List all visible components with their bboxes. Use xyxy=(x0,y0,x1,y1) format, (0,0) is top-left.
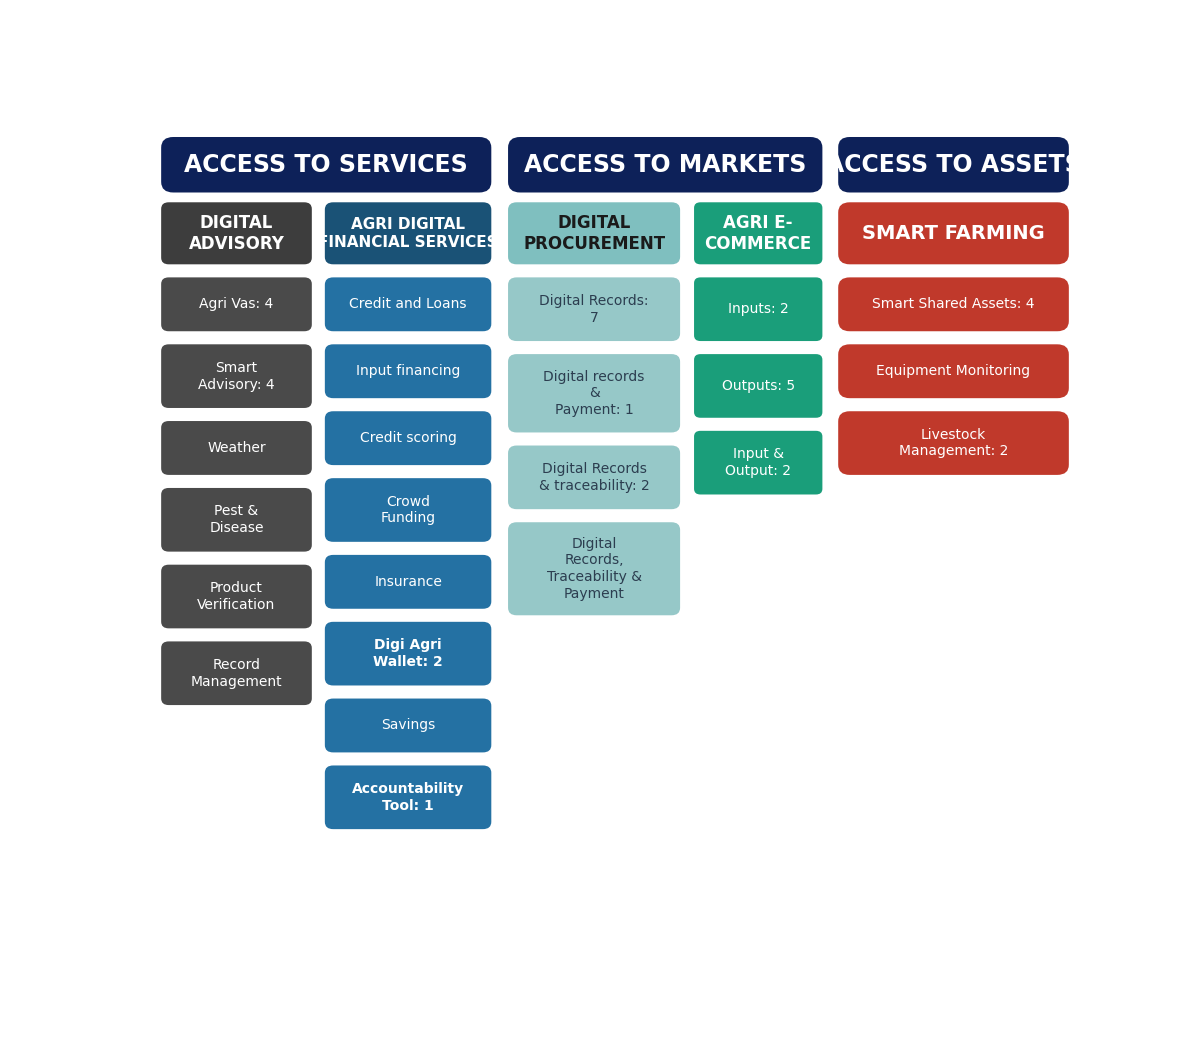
Text: Pest &
Disease: Pest & Disease xyxy=(209,505,264,535)
Text: ACCESS TO MARKETS: ACCESS TO MARKETS xyxy=(524,153,806,177)
Text: SMART FARMING: SMART FARMING xyxy=(862,224,1045,243)
Text: Inputs: 2: Inputs: 2 xyxy=(728,302,788,316)
FancyBboxPatch shape xyxy=(839,344,1069,399)
FancyBboxPatch shape xyxy=(839,202,1069,264)
Text: Accountability
Tool: 1: Accountability Tool: 1 xyxy=(352,782,464,813)
FancyBboxPatch shape xyxy=(325,478,491,542)
FancyBboxPatch shape xyxy=(508,278,680,341)
Text: ACCESS TO SERVICES: ACCESS TO SERVICES xyxy=(185,153,468,177)
FancyBboxPatch shape xyxy=(694,354,822,418)
FancyBboxPatch shape xyxy=(694,202,822,264)
FancyBboxPatch shape xyxy=(694,430,822,494)
FancyBboxPatch shape xyxy=(325,699,491,753)
FancyBboxPatch shape xyxy=(508,354,680,432)
FancyBboxPatch shape xyxy=(161,641,312,705)
FancyBboxPatch shape xyxy=(694,278,822,341)
Text: Livestock
Management: 2: Livestock Management: 2 xyxy=(899,427,1008,458)
FancyBboxPatch shape xyxy=(325,278,491,331)
FancyBboxPatch shape xyxy=(161,488,312,551)
FancyBboxPatch shape xyxy=(161,202,312,264)
Text: Digital records
&
Payment: 1: Digital records & Payment: 1 xyxy=(544,370,644,417)
Text: Digital
Records,
Traceability &
Payment: Digital Records, Traceability & Payment xyxy=(546,536,642,601)
Text: Record
Management: Record Management xyxy=(191,658,282,689)
Text: Outputs: 5: Outputs: 5 xyxy=(721,378,794,393)
FancyBboxPatch shape xyxy=(325,411,491,465)
FancyBboxPatch shape xyxy=(508,202,680,264)
Text: DIGITAL
ADVISORY: DIGITAL ADVISORY xyxy=(188,213,284,253)
Text: Digital Records
& traceability: 2: Digital Records & traceability: 2 xyxy=(539,462,649,493)
Text: Input &
Output: 2: Input & Output: 2 xyxy=(725,447,791,478)
FancyBboxPatch shape xyxy=(839,278,1069,331)
Text: Equipment Monitoring: Equipment Monitoring xyxy=(876,365,1031,378)
FancyBboxPatch shape xyxy=(161,421,312,475)
Text: Agri Vas: 4: Agri Vas: 4 xyxy=(199,297,274,312)
Text: Crowd
Funding: Crowd Funding xyxy=(380,495,436,526)
Text: Smart
Advisory: 4: Smart Advisory: 4 xyxy=(198,360,275,391)
Text: Input financing: Input financing xyxy=(356,365,461,378)
FancyBboxPatch shape xyxy=(508,523,680,615)
Text: DIGITAL
PROCUREMENT: DIGITAL PROCUREMENT xyxy=(523,213,665,253)
FancyBboxPatch shape xyxy=(325,622,491,686)
FancyBboxPatch shape xyxy=(325,554,491,608)
FancyBboxPatch shape xyxy=(839,411,1069,475)
Text: Weather: Weather xyxy=(208,441,266,455)
Text: AGRI DIGITAL
FINANCIAL SERVICES: AGRI DIGITAL FINANCIAL SERVICES xyxy=(318,217,498,250)
Text: ACCESS TO ASSETS: ACCESS TO ASSETS xyxy=(826,153,1081,177)
Text: Savings: Savings xyxy=(380,719,436,732)
Text: Credit and Loans: Credit and Loans xyxy=(349,297,467,312)
Text: AGRI E-
COMMERCE: AGRI E- COMMERCE xyxy=(704,213,812,253)
FancyBboxPatch shape xyxy=(325,202,491,264)
Text: Product
Verification: Product Verification xyxy=(197,581,276,612)
Text: Credit scoring: Credit scoring xyxy=(360,431,456,445)
Text: Digital Records:
7: Digital Records: 7 xyxy=(539,294,649,324)
FancyBboxPatch shape xyxy=(161,137,491,193)
Text: Smart Shared Assets: 4: Smart Shared Assets: 4 xyxy=(872,297,1034,312)
FancyBboxPatch shape xyxy=(161,565,312,629)
Text: Insurance: Insurance xyxy=(374,575,442,588)
FancyBboxPatch shape xyxy=(839,137,1069,193)
FancyBboxPatch shape xyxy=(161,278,312,331)
FancyBboxPatch shape xyxy=(161,344,312,408)
FancyBboxPatch shape xyxy=(508,137,822,193)
Text: Digi Agri
Wallet: 2: Digi Agri Wallet: 2 xyxy=(373,638,443,669)
FancyBboxPatch shape xyxy=(508,445,680,509)
FancyBboxPatch shape xyxy=(325,765,491,829)
FancyBboxPatch shape xyxy=(325,344,491,399)
